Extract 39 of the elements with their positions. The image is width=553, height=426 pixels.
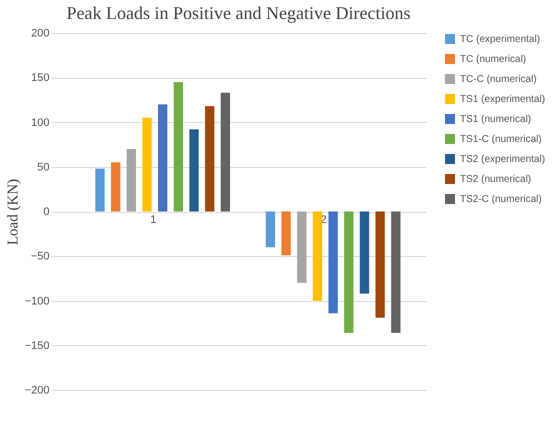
- bar: [360, 212, 370, 294]
- bar: [126, 149, 136, 212]
- legend-label: TS1-C (numerical): [460, 134, 542, 145]
- y-tick-label: −200: [24, 384, 50, 396]
- bar: [220, 92, 230, 212]
- bar: [391, 212, 400, 333]
- legend-label: TC (numerical): [460, 54, 526, 65]
- y-tick-label: 100: [31, 116, 50, 129]
- y-tick-label: 50: [37, 161, 50, 174]
- bar: [344, 212, 354, 333]
- bar: [158, 104, 168, 212]
- legend-label: TS1 (numerical): [460, 114, 532, 125]
- y-tick-label: −100: [24, 295, 50, 308]
- bar: [95, 168, 105, 212]
- y-tick-label: −150: [24, 340, 50, 352]
- legend-label: TS2 (experimental): [460, 154, 546, 165]
- y-tick-label: −50: [30, 250, 50, 263]
- chart-title: Peak Loads in Positive and Negative Directions: [66, 3, 410, 23]
- bar: [110, 162, 120, 212]
- bar: [375, 212, 385, 318]
- legend-label: TS2-C (numerical): [460, 194, 542, 205]
- y-axis-title: Load (KN): [6, 178, 22, 246]
- bar: [174, 82, 184, 212]
- y-tick-label: 200: [31, 28, 50, 40]
- legend-label: TC (experimental): [460, 34, 540, 45]
- bar: [189, 129, 199, 212]
- bar: [281, 212, 291, 256]
- bar: [328, 212, 338, 314]
- legend-label: TS2 (numerical): [460, 174, 532, 185]
- bar: [266, 212, 276, 248]
- bar: [297, 212, 306, 283]
- x-tick-label: 1: [150, 214, 156, 226]
- y-tick-label: 150: [31, 72, 50, 84]
- y-tick-label: 0: [43, 206, 50, 218]
- bar: [142, 118, 152, 212]
- bar: [312, 212, 322, 301]
- legend-label: TC-C (numerical): [460, 74, 537, 85]
- bar: [205, 106, 214, 212]
- legend-label: TS1 (experimental): [460, 94, 546, 105]
